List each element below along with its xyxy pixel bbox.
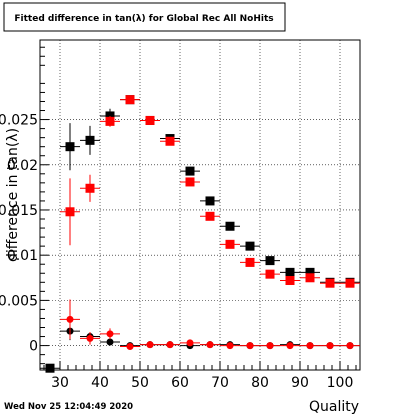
data-point <box>166 341 174 349</box>
data-point <box>185 177 195 187</box>
y-tick-label: 0.02 <box>7 158 38 174</box>
x-tick-label: 70 <box>211 375 229 391</box>
data-point <box>306 342 314 350</box>
data-point <box>245 257 255 267</box>
plot-frame <box>39 39 361 371</box>
tick-labels: 30 40 50 60 70 80 90 100 0 0.005 0.01 0.015 0.02 0.02… <box>0 113 353 391</box>
data-point <box>45 363 55 373</box>
data-point <box>125 95 135 105</box>
y-axis-label: difference in tan(λ) <box>5 128 21 262</box>
data-point <box>66 315 74 323</box>
data-marks <box>40 95 360 373</box>
data-point <box>106 330 114 338</box>
data-point <box>245 241 255 251</box>
data-point <box>105 116 115 126</box>
data-point <box>106 338 114 346</box>
data-point <box>326 342 334 350</box>
data-point <box>126 342 134 350</box>
data-point <box>286 342 294 350</box>
data-point <box>186 339 194 347</box>
data-point <box>345 278 355 288</box>
y-tick-label: 0.025 <box>0 113 38 129</box>
x-axis-label: Quality <box>309 399 359 414</box>
data-point <box>285 275 295 285</box>
x-tick-label: 40 <box>91 375 109 391</box>
y-tick-label: 0 <box>29 339 38 355</box>
data-point <box>85 183 95 193</box>
data-point <box>165 136 175 146</box>
data-point <box>305 267 315 277</box>
data-point <box>185 166 195 176</box>
y-tick-label: 0.015 <box>0 203 38 219</box>
data-point <box>65 142 75 152</box>
x-tick-label: 30 <box>51 375 69 391</box>
timestamp: Wed Nov 25 12:04:49 2020 <box>4 402 133 412</box>
data-point <box>146 341 154 349</box>
data-point <box>205 196 215 206</box>
data-point <box>86 334 94 342</box>
x-tick-label: 60 <box>171 375 189 391</box>
data-series <box>60 95 360 288</box>
data-point <box>145 115 155 125</box>
data-point <box>325 278 335 288</box>
data-point <box>246 342 254 350</box>
data-point <box>265 256 275 266</box>
data-point <box>265 269 275 279</box>
x-tick-label: 50 <box>131 375 149 391</box>
data-point <box>226 342 234 350</box>
data-point <box>85 135 95 145</box>
data-point <box>206 341 214 349</box>
data-point <box>266 342 274 350</box>
data-point <box>285 267 295 277</box>
data-point <box>225 239 235 249</box>
y-tick-label: 0.005 <box>0 293 38 309</box>
data-point <box>65 207 75 217</box>
data-series <box>60 299 360 350</box>
y-tick-label: 0.01 <box>7 248 38 264</box>
title-box <box>3 2 286 32</box>
data-point <box>205 211 215 221</box>
x-tick-label: 90 <box>291 375 309 391</box>
x-tick-label: 80 <box>251 375 269 391</box>
data-point <box>305 273 315 283</box>
chart-title: Fitted difference in tan(λ) for Global R… <box>14 14 273 24</box>
data-point <box>346 342 354 350</box>
data-point <box>225 221 235 231</box>
x-tick-label: 100 <box>327 375 354 391</box>
